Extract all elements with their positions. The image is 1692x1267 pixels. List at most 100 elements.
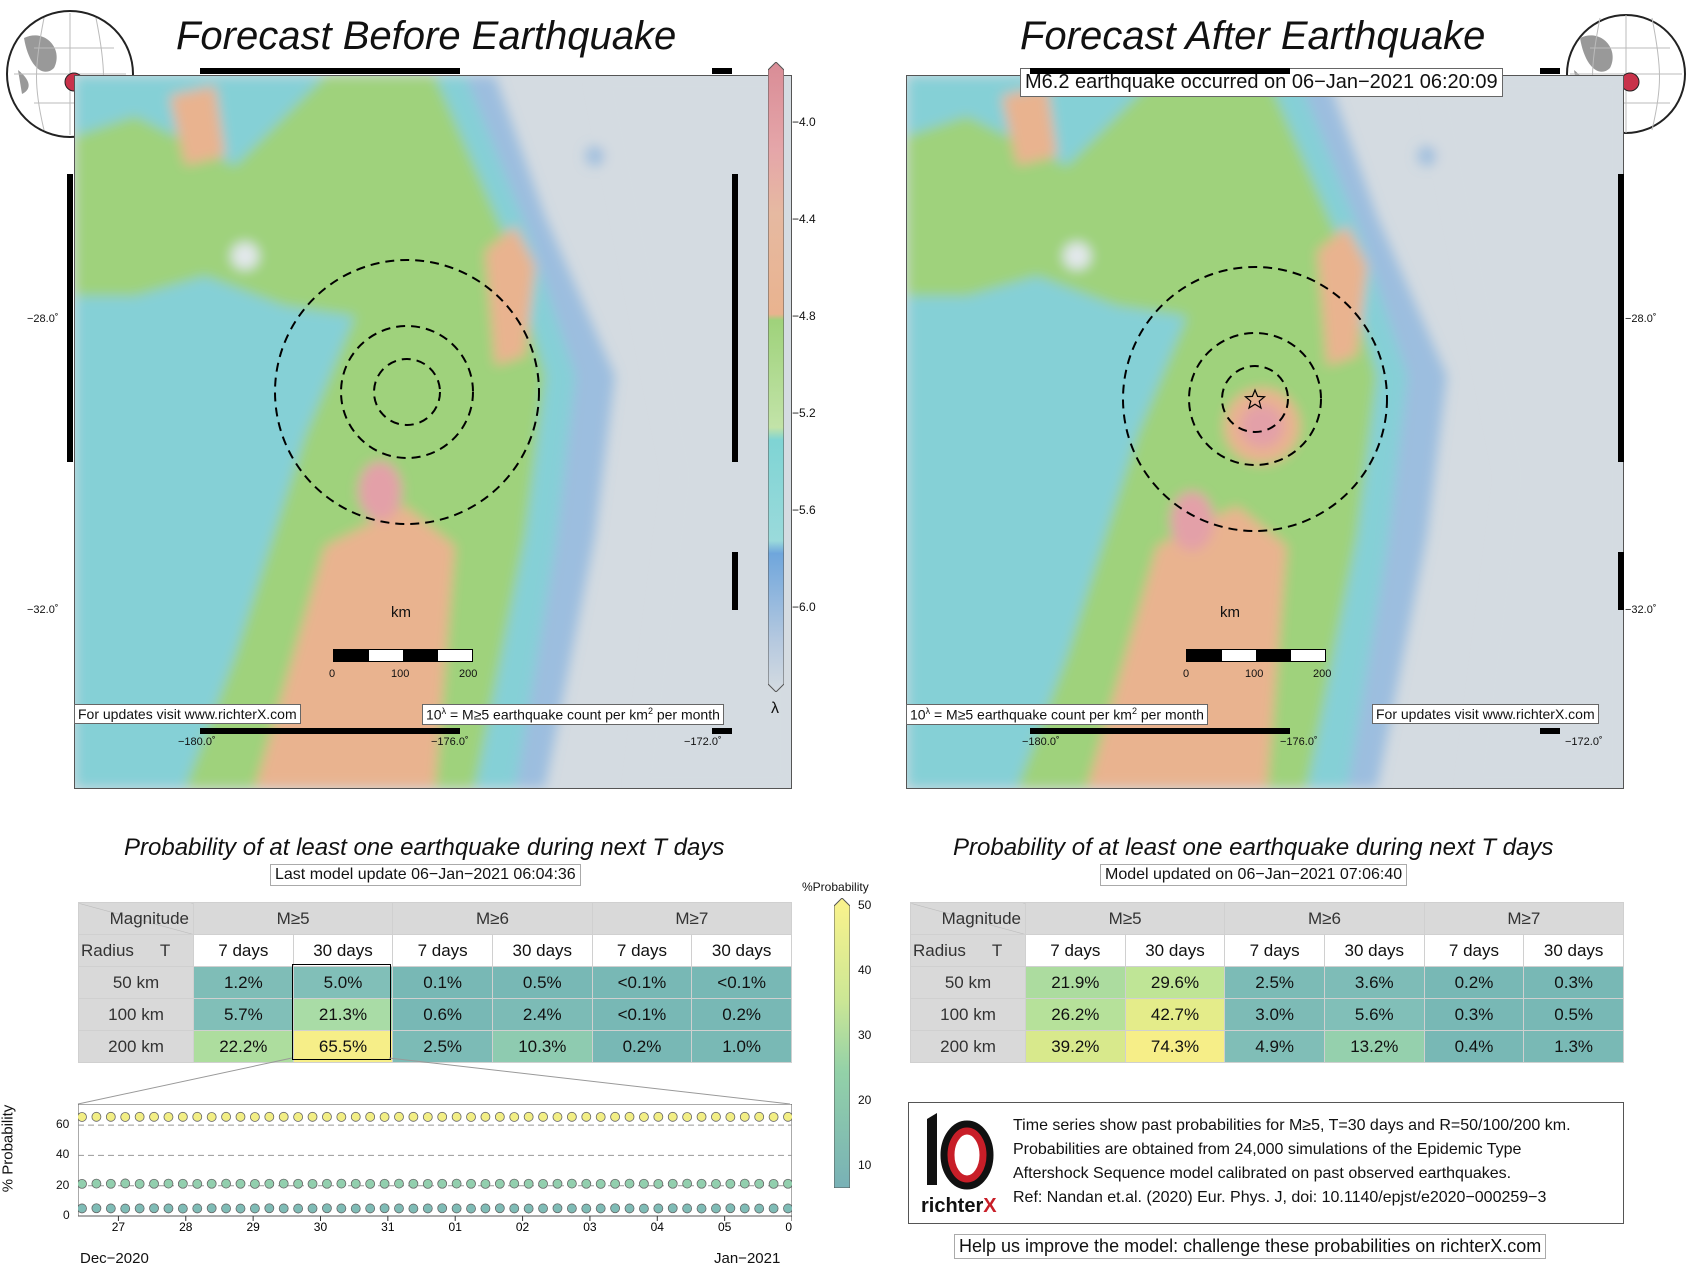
right-lat-tick: −28.0˚ [1625,313,1657,325]
timeseries-xtick-label: 27 [112,1220,126,1232]
period-header: 7 days [392,934,493,967]
radius-cell: 100 km [78,998,194,1031]
timeseries-point [422,1203,433,1214]
timeseries-point [595,1203,606,1214]
table-row: 200 km 22.2% 65.5% 2.5% 10.3% 0.2% 1.0% [78,1030,792,1063]
timeseries-point [249,1112,260,1122]
timeseries-point [221,1111,231,1122]
timeseries-point [249,1178,260,1189]
right-scale-tick-100: 100 [1245,668,1264,680]
table-corner: Magnitude [910,902,1026,935]
timeseries-point [725,1178,736,1189]
timeseries-point [365,1178,376,1189]
period-header: 30 days [491,934,593,967]
radius-t-header: Radius T [78,934,194,967]
timeseries-point [249,1203,260,1214]
right-lon-tick: −180.0˚ [1022,736,1060,748]
timeseries-point [336,1112,347,1122]
timeseries-point [696,1178,707,1189]
timeseries-point [523,1111,534,1122]
radius-cell: 50 km [78,966,194,999]
timeseries-point [177,1178,188,1189]
timeseries-point [307,1203,318,1214]
timeseries-point [278,1203,289,1214]
timeseries-xtick-label: 29 [246,1220,260,1232]
left-map-frame-tick [200,728,460,734]
radius-label: Radius [913,940,966,960]
timeseries-point [552,1203,563,1214]
right-scale-tick-0: 0 [1183,668,1190,680]
probability-cell: 0.3% [1423,998,1525,1031]
right-scale-bar [1186,649,1326,662]
timeseries-point [711,1178,721,1189]
timeseries-point [264,1203,275,1214]
timeseries-point [264,1111,275,1122]
left-prob-title: Probability of at least one earthquake d… [124,834,725,861]
left-scale-tick-100: 100 [391,668,410,680]
timeseries-point [711,1203,721,1214]
timeseries-point [408,1203,419,1214]
mag-header: M≥7 [591,902,793,935]
probability-cell: 5.6% [1323,998,1425,1031]
timeseries-point [192,1178,203,1189]
timeseries-point [624,1178,635,1189]
prob-tick: 50 [858,898,872,912]
left-scale-tick-0: 0 [329,668,336,680]
timeseries-point [754,1203,765,1214]
left-lon-tick: −176.0˚ [431,736,469,748]
timeseries-point [610,1111,621,1122]
probability-cell: 0.2% [1423,966,1525,999]
prob-tick: 10 [858,1158,872,1172]
table-row: 50 km 21.9% 29.6% 2.5% 3.6% 0.2% 0.3% [910,966,1624,999]
prob-tick: 30 [858,1028,872,1042]
timeseries-point [754,1111,765,1122]
timeseries-point [566,1178,577,1189]
left-lon-tick: −172.0˚ [684,736,722,748]
timeseries-point [422,1112,433,1122]
timeseries-point [494,1203,505,1214]
timeseries-point [235,1111,246,1122]
left-lon-tick: −180.0˚ [178,736,216,748]
probability-cell: 4.9% [1224,1030,1325,1063]
prob-colorbar-label: %Probability [802,880,869,894]
period-header: 30 days [1323,934,1425,967]
timeseries-point [278,1111,289,1122]
timeseries-xtick-label: 31 [381,1220,395,1232]
timeseries-point [639,1203,649,1214]
probability-cell: <0.1% [591,966,693,999]
timeseries-point [538,1111,548,1122]
left-scale-tick-200: 200 [459,668,478,680]
timeseries-ytick-label: 20 [56,1177,70,1192]
timeseries-xtick-label: 05 [718,1220,732,1232]
timeseries-point [739,1111,750,1122]
timeseries-point [768,1178,779,1189]
timeseries-point [739,1203,750,1214]
timeseries-ylabel: % Probability [0,1104,17,1193]
lambda-tick: −5.6 [792,503,816,517]
radius-label: Radius [81,940,134,960]
timeseries-point [293,1203,304,1214]
timeseries-end-label: Jan−2021 [714,1250,781,1267]
probability-cell: 74.3% [1124,1030,1226,1063]
t-label: T [159,940,171,960]
right-forecast-map [906,75,1624,789]
period-header: 30 days [1523,934,1624,967]
timeseries-point [91,1203,102,1214]
timeseries-point [653,1178,664,1189]
probability-cell: 3.0% [1224,998,1325,1031]
timeseries-point [624,1203,635,1214]
timeseries-point [451,1203,462,1214]
timeseries-point [365,1111,376,1122]
challenge-link[interactable]: Help us improve the model: challenge the… [954,1234,1547,1259]
timeseries-point [480,1203,491,1214]
timeseries-point [610,1178,621,1189]
timeseries-point [307,1178,318,1189]
timeseries-point [437,1178,448,1189]
timeseries-point [322,1178,332,1189]
left-lat-tick: −28.0˚ [27,313,59,325]
timeseries-point [768,1112,779,1122]
timeseries-point [192,1203,203,1214]
timeseries-point [394,1178,404,1189]
timeseries-point [235,1203,246,1214]
timeseries-point [134,1111,145,1122]
